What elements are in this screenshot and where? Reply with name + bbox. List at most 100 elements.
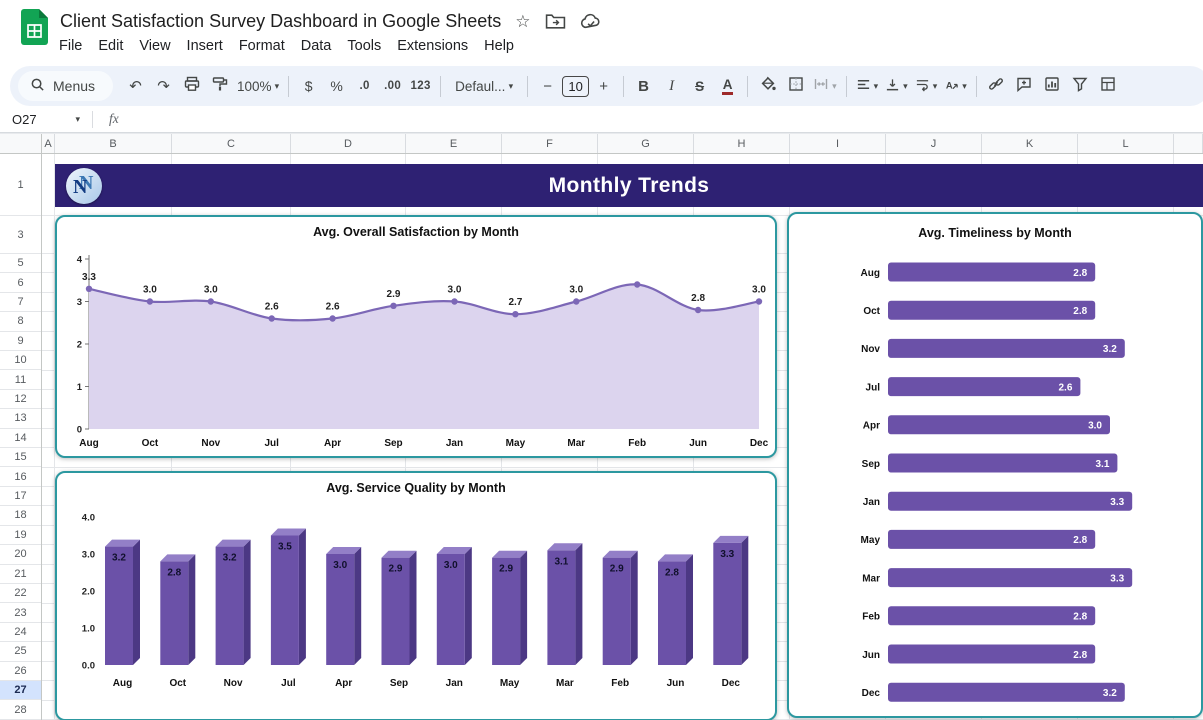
row-header-16[interactable]: 16 bbox=[0, 467, 41, 486]
column-header-K[interactable]: K bbox=[982, 134, 1078, 153]
move-to-folder-icon[interactable] bbox=[545, 13, 566, 30]
row-header-17[interactable]: 17 bbox=[0, 487, 41, 506]
svg-text:2.8: 2.8 bbox=[691, 293, 705, 304]
row-header-13[interactable]: 13 bbox=[0, 409, 41, 428]
svg-text:2.6: 2.6 bbox=[1058, 382, 1072, 393]
menu-format[interactable]: Format bbox=[231, 36, 293, 56]
menu-bar: FileEditViewInsertFormatDataToolsExtensi… bbox=[51, 36, 602, 56]
menu-help[interactable]: Help bbox=[476, 36, 522, 56]
insert-link-button[interactable] bbox=[983, 72, 1010, 100]
column-header-partial[interactable] bbox=[1174, 134, 1203, 153]
column-header-E[interactable]: E bbox=[406, 134, 502, 153]
column-header-L[interactable]: L bbox=[1078, 134, 1174, 153]
column-header-F[interactable]: F bbox=[502, 134, 598, 153]
column-header-D[interactable]: D bbox=[291, 134, 406, 153]
row-header-9[interactable]: 9 bbox=[0, 332, 41, 351]
svg-text:Jan: Jan bbox=[863, 497, 880, 508]
paint-format-button[interactable] bbox=[206, 72, 233, 100]
insert-chart-button[interactable] bbox=[1039, 72, 1066, 100]
font-size-input[interactable]: 10 bbox=[562, 76, 589, 97]
chart-card-timeliness[interactable]: Avg. Timeliness by Month 2.8Aug2.8Oct3.2… bbox=[787, 212, 1203, 718]
svg-text:Feb: Feb bbox=[628, 438, 646, 449]
row-header-23[interactable]: 23 bbox=[0, 603, 41, 622]
menu-insert[interactable]: Insert bbox=[179, 36, 231, 56]
row-header-10[interactable]: 10 bbox=[0, 351, 41, 370]
column-header-C[interactable]: C bbox=[172, 134, 291, 153]
row-header-25[interactable]: 25 bbox=[0, 642, 41, 661]
name-box[interactable]: O27 ▾ bbox=[0, 112, 88, 127]
column-header-G[interactable]: G bbox=[598, 134, 694, 153]
decrease-font-size-button[interactable]: − bbox=[534, 72, 561, 100]
fill-color-button[interactable] bbox=[754, 72, 781, 100]
redo-button[interactable]: ↷ bbox=[150, 72, 177, 100]
create-filter-button[interactable] bbox=[1067, 72, 1094, 100]
menu-edit[interactable]: Edit bbox=[90, 36, 131, 56]
column-header-A[interactable]: A bbox=[42, 134, 55, 153]
text-wrap-button[interactable]: ▾ bbox=[912, 72, 941, 100]
document-title[interactable]: Client Satisfaction Survey Dashboard in … bbox=[60, 11, 501, 32]
row-header-21[interactable]: 21 bbox=[0, 565, 41, 584]
row-header-15[interactable]: 15 bbox=[0, 448, 41, 467]
cloud-status-icon[interactable] bbox=[580, 13, 602, 30]
borders-button[interactable] bbox=[782, 72, 809, 100]
svg-text:3.0: 3.0 bbox=[569, 285, 583, 296]
vertical-align-button[interactable]: ▾ bbox=[882, 72, 911, 100]
horizontal-align-button[interactable]: ▾ bbox=[853, 72, 882, 100]
text-color-button[interactable]: A bbox=[714, 72, 741, 100]
row-header-28[interactable]: 28 bbox=[0, 700, 41, 719]
filter-views-button[interactable] bbox=[1095, 72, 1122, 100]
row-header-26[interactable]: 26 bbox=[0, 662, 41, 681]
increase-decimals-button[interactable]: .00 bbox=[379, 72, 406, 100]
row-header-7[interactable]: 7 bbox=[0, 293, 41, 312]
column-header-I[interactable]: I bbox=[790, 134, 886, 153]
sheet-grid[interactable]: N N Monthly Trends Avg. Overall Satisfac… bbox=[42, 154, 1203, 720]
menu-view[interactable]: View bbox=[131, 36, 178, 56]
row-header-11[interactable]: 11 bbox=[0, 370, 41, 389]
row-header-27[interactable]: 27 bbox=[0, 681, 41, 700]
dashboard-banner[interactable]: N N Monthly Trends bbox=[55, 164, 1203, 207]
menus-search[interactable]: Menus bbox=[18, 71, 113, 101]
print-button[interactable] bbox=[178, 72, 205, 100]
menu-tools[interactable]: Tools bbox=[339, 36, 389, 56]
row-header-14[interactable]: 14 bbox=[0, 429, 41, 448]
svg-text:2.8: 2.8 bbox=[1073, 306, 1087, 317]
decrease-decimals-button[interactable]: .0 bbox=[351, 72, 378, 100]
format-percent-button[interactable]: % bbox=[323, 72, 350, 100]
select-all-corner[interactable] bbox=[0, 134, 42, 153]
star-icon[interactable]: ☆ bbox=[515, 13, 530, 30]
row-header-5[interactable]: 5 bbox=[0, 254, 41, 273]
increase-font-size-button[interactable]: + bbox=[590, 72, 617, 100]
undo-button[interactable]: ↶ bbox=[122, 72, 149, 100]
row-header-6[interactable]: 6 bbox=[0, 273, 41, 292]
menu-file[interactable]: File bbox=[51, 36, 90, 56]
insert-comment-button[interactable] bbox=[1011, 72, 1038, 100]
font-family-selector[interactable]: Defaul... ▾ bbox=[447, 72, 521, 100]
row-header-18[interactable]: 18 bbox=[0, 506, 41, 525]
row-header-8[interactable]: 8 bbox=[0, 312, 41, 331]
menu-extensions[interactable]: Extensions bbox=[389, 36, 476, 56]
strikethrough-button[interactable]: S bbox=[686, 72, 713, 100]
row-header-24[interactable]: 24 bbox=[0, 623, 41, 642]
column-header-J[interactable]: J bbox=[886, 134, 982, 153]
text-rotation-button[interactable]: A ▾ bbox=[941, 72, 970, 100]
zoom-button[interactable]: 100% ▾ bbox=[234, 72, 282, 100]
row-header-19[interactable]: 19 bbox=[0, 526, 41, 545]
row-header-12[interactable]: 12 bbox=[0, 390, 41, 409]
decrease-decimal-icon: .0 bbox=[359, 80, 369, 92]
chart-card-overall-satisfaction[interactable]: Avg. Overall Satisfaction by Month 01234… bbox=[55, 215, 777, 458]
bold-button[interactable]: B bbox=[630, 72, 657, 100]
row-header-22[interactable]: 22 bbox=[0, 584, 41, 603]
svg-text:3.3: 3.3 bbox=[82, 272, 96, 283]
italic-button[interactable]: I bbox=[658, 72, 685, 100]
merge-cells-button[interactable]: ▾ bbox=[810, 72, 840, 100]
row-header-1[interactable]: 1 bbox=[0, 154, 41, 216]
format-currency-button[interactable]: $ bbox=[295, 72, 322, 100]
row-header-3[interactable]: 3 bbox=[0, 216, 41, 254]
row-header-20[interactable]: 20 bbox=[0, 545, 41, 564]
google-sheets-logo-icon[interactable] bbox=[21, 9, 48, 45]
menu-data[interactable]: Data bbox=[293, 36, 340, 56]
column-header-H[interactable]: H bbox=[694, 134, 790, 153]
chart-card-service-quality[interactable]: Avg. Service Quality by Month 0.01.02.03… bbox=[55, 471, 777, 720]
more-formats-button[interactable]: 123 bbox=[407, 72, 434, 100]
column-header-B[interactable]: B bbox=[55, 134, 172, 153]
